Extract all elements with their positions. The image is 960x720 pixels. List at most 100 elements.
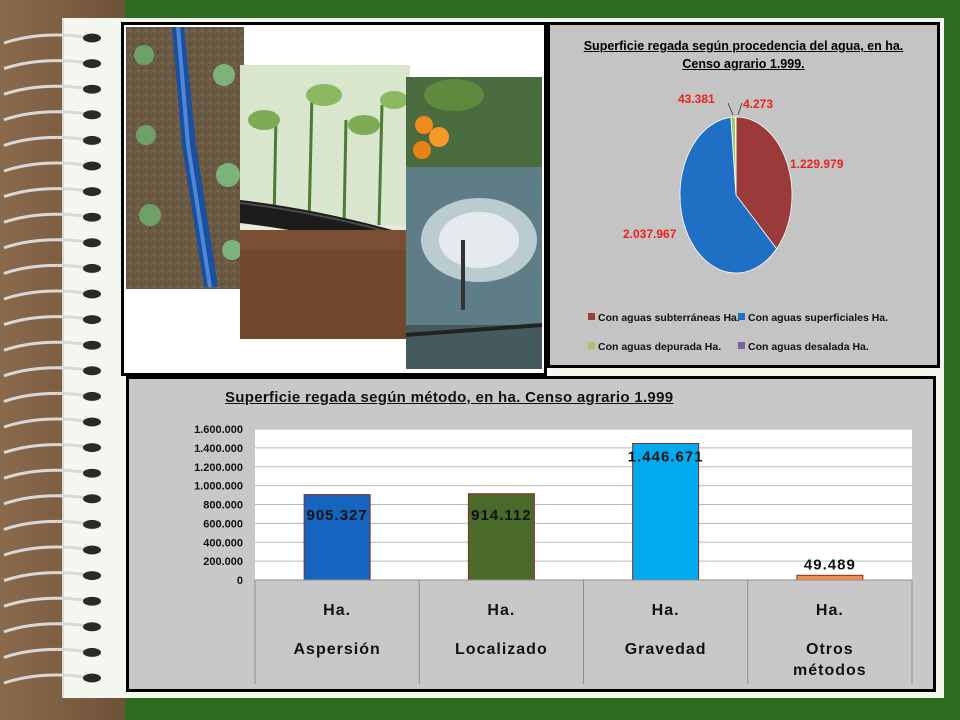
spiral-hole — [83, 263, 101, 273]
spiral-hole — [83, 366, 101, 376]
y-tick-label: 1.400.000 — [194, 443, 243, 455]
photo-collage-drawing — [126, 27, 543, 369]
pie-slice-subterraneas — [735, 116, 793, 250]
spiral-ring — [3, 315, 87, 327]
spiral-ring — [3, 84, 87, 96]
legend-swatch-desalada — [738, 342, 745, 349]
y-tick-label: 400.000 — [203, 537, 243, 549]
legend-label-desalada: Con aguas desalada Ha. — [748, 341, 869, 353]
pie-leader-line-depurada — [727, 102, 734, 116]
category-unit-aspersion: Ha. — [323, 602, 351, 619]
spiral-hole — [83, 443, 101, 453]
spiral-ring — [3, 417, 87, 429]
bar-chart-panel: Superficie regada según método, en ha. C… — [126, 376, 936, 692]
legend-label-superficiales: Con aguas superficiales Ha. — [748, 312, 888, 324]
y-tick-label: 1.200.000 — [194, 462, 243, 474]
pie-slice-superficiales — [679, 116, 778, 274]
spiral-hole — [83, 315, 101, 325]
category-label-gravedad: Gravedad — [625, 641, 707, 658]
spiral-ring — [3, 33, 87, 45]
bar-chart: 1.600.000 1.400.000 1.200.000 1.000.000 800.… — [194, 424, 913, 684]
pie-label-subterraneas: 1.229.979 — [790, 157, 844, 171]
category-unit-localizado: Ha. — [487, 602, 515, 619]
category-unit-otros-metodos: Ha. — [816, 602, 844, 619]
pie-leader-line-desalada — [737, 102, 743, 116]
spiral-hole — [83, 494, 101, 504]
spiral-ring — [3, 59, 87, 71]
pie-chart-panel: Superficie regada según procedencia del … — [547, 22, 940, 368]
bar-otros-metodos — [796, 574, 864, 581]
spiral-ring — [3, 187, 87, 199]
photo-drip-seedlings — [126, 27, 244, 289]
spiral-hole — [83, 622, 101, 632]
pie-title-line-2: Censo agrario 1.999. — [682, 57, 805, 71]
spiral-hole — [83, 135, 101, 145]
spiral-hole — [83, 33, 101, 43]
pie-chart-title: Superficie regada según procedencia del … — [550, 37, 937, 73]
spiral-ring — [3, 494, 87, 506]
spiral-ring — [3, 519, 87, 531]
spiral-hole — [83, 59, 101, 69]
spiral-hole — [83, 519, 101, 529]
spiral-hole — [83, 110, 101, 120]
spiral-ring — [3, 673, 87, 685]
spiral-hole — [83, 673, 101, 683]
y-tick-label: 600.000 — [203, 518, 243, 530]
spiral-ring — [3, 622, 87, 634]
category-label-otros-metodos-line1: Otros — [806, 641, 854, 658]
category-label-localizado: Localizado — [455, 641, 548, 658]
spiral-ring — [3, 596, 87, 608]
spiral-ring — [3, 238, 87, 250]
irrigation-photo-collage — [121, 22, 547, 376]
photo-pipe-plants — [239, 65, 411, 339]
y-tick-label: 1.000.000 — [194, 481, 243, 493]
spiral-ring — [3, 647, 87, 659]
spiral-ring — [3, 263, 87, 275]
spiral-hole — [83, 212, 101, 222]
spiral-hole — [83, 596, 101, 606]
spiral-hole — [83, 289, 101, 299]
bar-localizado — [467, 493, 535, 581]
spiral-hole — [83, 161, 101, 171]
spiral-ring — [3, 366, 87, 378]
spiral-hole — [83, 238, 101, 248]
spiral-ring — [3, 391, 87, 403]
spiral-ring — [3, 289, 87, 301]
legend-swatch-subterraneas — [588, 313, 595, 320]
spiral-ring — [3, 571, 87, 583]
spiral-ring — [3, 161, 87, 173]
bar-value-label-otros-metodos: 49.489 — [804, 556, 856, 573]
category-unit-gravedad: Ha. — [652, 602, 680, 619]
photo-sprinkler-oranges — [405, 77, 543, 369]
legend-label-subterraneas: Con aguas subterráneas Ha. — [598, 312, 740, 324]
y-tick-label: 800.000 — [203, 500, 243, 512]
spiral-ring — [3, 443, 87, 455]
spiral-hole — [83, 340, 101, 350]
spiral-binding — [3, 33, 101, 685]
pie-label-desalada: 4.273 — [743, 97, 773, 111]
pie-label-superficiales: 2.037.967 — [623, 227, 677, 241]
pie-chart: 1.229.979 2.037.967 43.381 4.273 Con aguas … — [588, 92, 888, 353]
bar-gravedad — [632, 442, 700, 581]
spiral-hole — [83, 647, 101, 657]
pie-label-depurada: 43.381 — [678, 92, 715, 106]
spiral-hole — [83, 187, 101, 197]
y-tick-label: 0 — [237, 575, 243, 587]
spiral-ring — [3, 135, 87, 147]
spiral-hole — [83, 571, 101, 581]
y-tick-label: 200.000 — [203, 556, 243, 568]
bar-value-label-gravedad: 1.446.671 — [628, 448, 704, 465]
spiral-hole — [83, 545, 101, 555]
pie-title-line-1: Superficie regada según procedencia del … — [583, 39, 904, 53]
legend-swatch-depurada — [588, 342, 595, 349]
category-label-aspersion: Aspersión — [294, 641, 381, 658]
bar-value-label-aspersion: 905.327 — [307, 507, 368, 524]
spiral-ring — [3, 545, 87, 557]
legend-swatch-superficiales — [738, 313, 745, 320]
y-tick-label: 1.600.000 — [194, 424, 243, 436]
category-label-otros-metodos-line2: métodos — [793, 662, 867, 679]
spiral-hole — [83, 468, 101, 478]
spiral-hole — [83, 391, 101, 401]
spiral-ring — [3, 212, 87, 224]
spiral-ring — [3, 468, 87, 480]
